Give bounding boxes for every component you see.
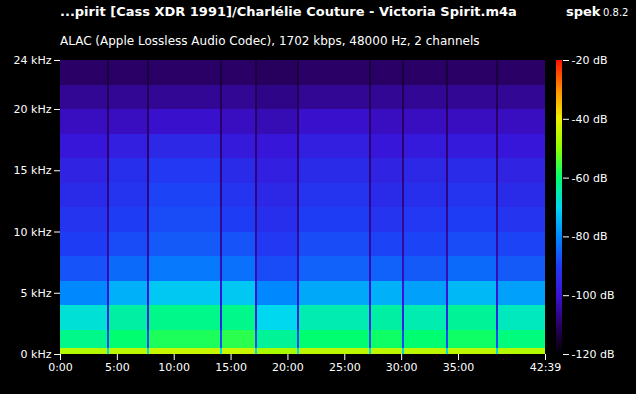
svg-text:42:39: 42:39 (530, 361, 562, 374)
svg-text:-100 dB: -100 dB (572, 289, 615, 302)
svg-text:0 kHz: 0 kHz (21, 348, 52, 361)
svg-text:5 kHz: 5 kHz (21, 287, 52, 300)
svg-text:15 kHz: 15 kHz (14, 164, 52, 177)
html-text:...pirit [Cass XDR 1991]/Charl: ...pirit [Cass XDR 1991]/Charlélie Coutu… (60, 4, 517, 19)
svg-text:20 kHz: 20 kHz (14, 103, 52, 116)
svg-text:10:00: 10:00 (158, 361, 190, 374)
svg-text:0:00: 0:00 (48, 361, 73, 374)
svg-text:35:00: 35:00 (443, 361, 475, 374)
svg-text:24 kHz: 24 kHz (14, 54, 52, 67)
svg-text:-120 dB: -120 dB (572, 348, 615, 361)
svg-text:-80 dB: -80 dB (572, 230, 608, 243)
html-text:spek 0.8.2: spek 0.8.2 (566, 4, 629, 19)
svg-text:-60 dB: -60 dB (572, 172, 608, 185)
svg-text:-20 dB: -20 dB (572, 54, 608, 67)
svg-text:-40 dB: -40 dB (572, 113, 608, 126)
html-text:ALAC (Apple Lossless Audio Cod: ALAC (Apple Lossless Audio Codec), 1702 … (60, 34, 480, 48)
svg-text:10 kHz: 10 kHz (14, 226, 52, 239)
svg-text:5:00: 5:00 (105, 361, 130, 374)
svg-text:30:00: 30:00 (386, 361, 418, 374)
svg-text:20:00: 20:00 (272, 361, 304, 374)
svg-text:15:00: 15:00 (215, 361, 247, 374)
svg-text:25:00: 25:00 (329, 361, 361, 374)
